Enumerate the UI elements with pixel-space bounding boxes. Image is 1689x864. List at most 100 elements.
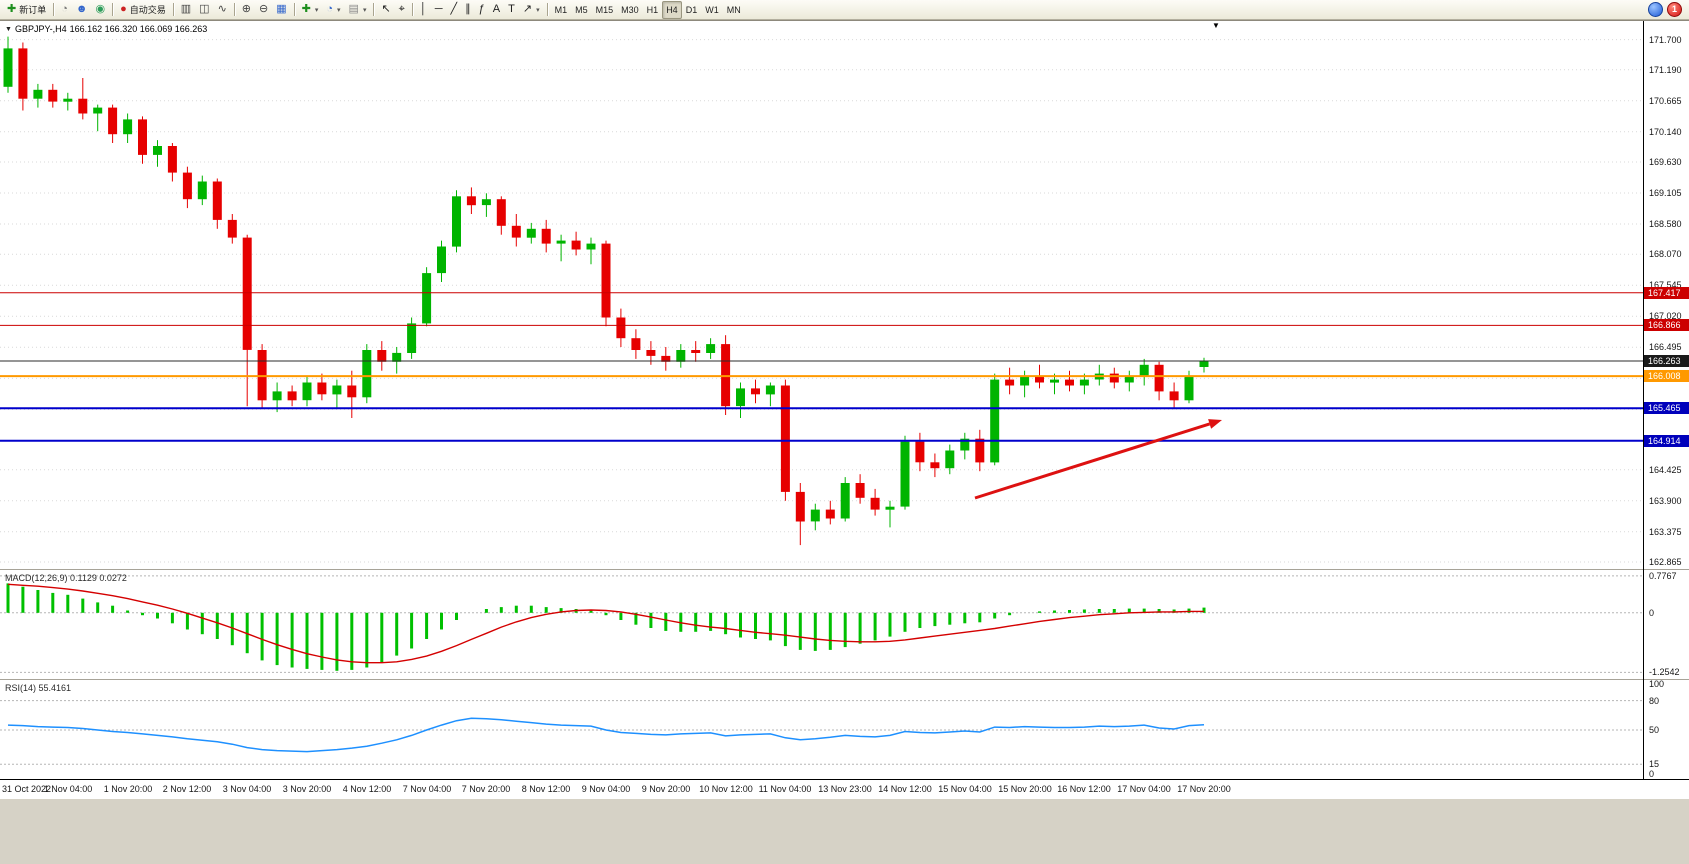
- indicators-icon: ✚: [301, 3, 311, 15]
- time-axis-label: 17 Nov 04:00: [1117, 784, 1171, 794]
- support-1-price-badge: 165.465: [1644, 402, 1689, 414]
- text-label-button[interactable]: T: [504, 1, 519, 19]
- templates-caret-icon[interactable]: ▾: [362, 6, 367, 14]
- new-order-button[interactable]: ✚ 新订单: [3, 1, 50, 19]
- templates-icon: ▤: [348, 3, 359, 15]
- price-tick-label: 169.105: [1649, 188, 1682, 198]
- timeframe-w1-label: W1: [705, 4, 719, 15]
- price-tick-label: 168.070: [1649, 249, 1682, 259]
- support-2-price-badge: 164.914: [1644, 435, 1689, 447]
- line-chart-button[interactable]: ∿: [214, 1, 231, 19]
- periodicity-button[interactable]: ◔ ▾: [322, 1, 344, 19]
- timeframe-mn-label: MN: [726, 4, 741, 15]
- fibonacci-icon: ƒ: [478, 3, 485, 15]
- current-bar-marker: ▼: [1212, 21, 1220, 30]
- trend-arrow-annotation[interactable]: [974, 419, 1222, 500]
- chart-ohlc-values: 166.162 166.320 166.069 166.263: [69, 24, 208, 34]
- price-tick-label: 171.190: [1649, 65, 1682, 75]
- tile-windows-button[interactable]: ▦: [272, 1, 290, 19]
- price-tick-label: 166.495: [1649, 342, 1682, 352]
- symbol-dropdown-icon[interactable]: ▼: [5, 25, 12, 33]
- vertical-line-button[interactable]: │: [416, 1, 431, 19]
- toolbar-group: ✚ ▾ ◔ ▾ ▤ ▾: [298, 0, 371, 19]
- indicators-button[interactable]: ✚ ▾: [298, 1, 323, 19]
- macd-histogram: [6, 583, 1206, 671]
- rsi-pane[interactable]: [0, 681, 1643, 779]
- text-button[interactable]: A: [489, 1, 504, 19]
- profile-button[interactable]: ☻: [72, 1, 92, 19]
- auto-trading-button[interactable]: ● 自动交易: [116, 1, 170, 19]
- toolbar-group: ↖ ⌖: [377, 0, 408, 19]
- templates-button[interactable]: ▤ ▾: [345, 1, 371, 19]
- timeframe-m15-button[interactable]: M15: [592, 1, 618, 19]
- timeframe-d1-button[interactable]: D1: [682, 1, 702, 19]
- candlestick-series: [3, 36, 1209, 546]
- support-button[interactable]: ◉: [91, 1, 109, 19]
- auto-trading-label: 自动交易: [129, 5, 166, 15]
- support-icon: ◉: [95, 3, 106, 15]
- timeframe-m30-button[interactable]: M30: [617, 1, 643, 19]
- fibonacci-button[interactable]: ƒ: [475, 1, 489, 19]
- timeframe-m1-label: M1: [554, 4, 568, 15]
- trendline-button[interactable]: ╱: [447, 1, 462, 19]
- pane-separator[interactable]: [0, 679, 1689, 680]
- zoom-out-button[interactable]: ⊖: [255, 1, 272, 19]
- timeframe-m5-button[interactable]: M5: [571, 1, 592, 19]
- time-axis-label: 10 Nov 12:00: [699, 784, 753, 794]
- zoom-in-button[interactable]: ⊕: [238, 1, 255, 19]
- arrows-caret-icon[interactable]: ▾: [536, 6, 540, 14]
- time-axis-label: 3 Nov 20:00: [282, 784, 332, 794]
- candlestick-chart-button[interactable]: ◫: [195, 1, 213, 19]
- mql5-community-button[interactable]: [1648, 2, 1663, 17]
- zoom-in-icon: ⊕: [241, 3, 251, 15]
- timeframe-m1-button[interactable]: M1: [551, 1, 572, 19]
- timeframe-h4-button[interactable]: H4: [662, 0, 682, 19]
- equidistant-channel-button[interactable]: ∥: [461, 1, 475, 19]
- crosshair-button[interactable]: ⌖: [395, 1, 409, 19]
- toolbar-separator: [53, 3, 55, 16]
- arrows-button[interactable]: ↗ ▾: [519, 1, 544, 19]
- current-price-price-badge: 166.263: [1644, 355, 1689, 367]
- zoom-out-icon: ⊖: [259, 3, 269, 15]
- time-axis[interactable]: 31 Oct 2022 1 Nov 04:00 1 Nov 20:00 2 Nov 1…: [0, 779, 1689, 799]
- pane-separator[interactable]: [0, 569, 1689, 570]
- rsi-indicator-label: RSI(14) 55.4161: [5, 683, 72, 693]
- horizontal-level-lines[interactable]: [0, 292, 1643, 442]
- price-tick-label: 164.425: [1649, 465, 1682, 475]
- auto-trading-icon: ●: [120, 3, 127, 15]
- chart-header: ▼ GBPJPY-,H4 166.162 166.320 166.069 166…: [5, 24, 207, 34]
- toolbar-right-group: 1: [1648, 2, 1686, 17]
- macd-pane[interactable]: [0, 571, 1643, 677]
- periodicity-caret-icon[interactable]: ▾: [337, 6, 341, 14]
- horizontal-line-icon: ─: [434, 3, 443, 15]
- timeframe-mn-button[interactable]: MN: [723, 1, 745, 19]
- chart-window[interactable]: ▼ GBPJPY-,H4 166.162 166.320 166.069 166…: [0, 20, 1689, 799]
- indicators-caret-icon[interactable]: ▾: [314, 6, 319, 14]
- toolbar-separator: [293, 3, 295, 16]
- macd-level-lines: [0, 575, 1643, 673]
- timeframe-h1-button[interactable]: H1: [643, 1, 663, 19]
- candlestick-chart-icon: ◫: [199, 3, 210, 15]
- toolbar-separator: [233, 3, 235, 16]
- timeframe-w1-button[interactable]: W1: [701, 1, 723, 19]
- price-tick-label: 170.665: [1649, 96, 1682, 106]
- cursor-button[interactable]: ↖: [377, 1, 394, 19]
- price-tick-label: 170.140: [1649, 127, 1682, 137]
- timeframe-m15-label: M15: [595, 4, 614, 15]
- gauge-button[interactable]: ◔: [57, 1, 72, 19]
- toolbar-separator: [112, 3, 114, 16]
- timeframe-m5-label: M5: [575, 4, 588, 15]
- main-price-pane[interactable]: [0, 23, 1643, 567]
- text-label-icon: T: [508, 3, 515, 15]
- time-axis-label: 4 Nov 12:00: [342, 784, 392, 794]
- price-tick-label: 163.375: [1649, 527, 1682, 537]
- notifications-button[interactable]: 1: [1667, 2, 1682, 17]
- text-icon: A: [492, 3, 501, 15]
- time-axis-label: 16 Nov 12:00: [1057, 784, 1111, 794]
- macd-axis-label: 0: [1649, 608, 1655, 618]
- bar-chart-button[interactable]: ▥: [177, 1, 195, 19]
- rsi-level-lines: [0, 700, 1643, 765]
- horizontal-line-button[interactable]: ─: [431, 1, 447, 19]
- arrows-icon: ↗: [522, 3, 533, 15]
- time-axis-label: 7 Nov 20:00: [461, 784, 511, 794]
